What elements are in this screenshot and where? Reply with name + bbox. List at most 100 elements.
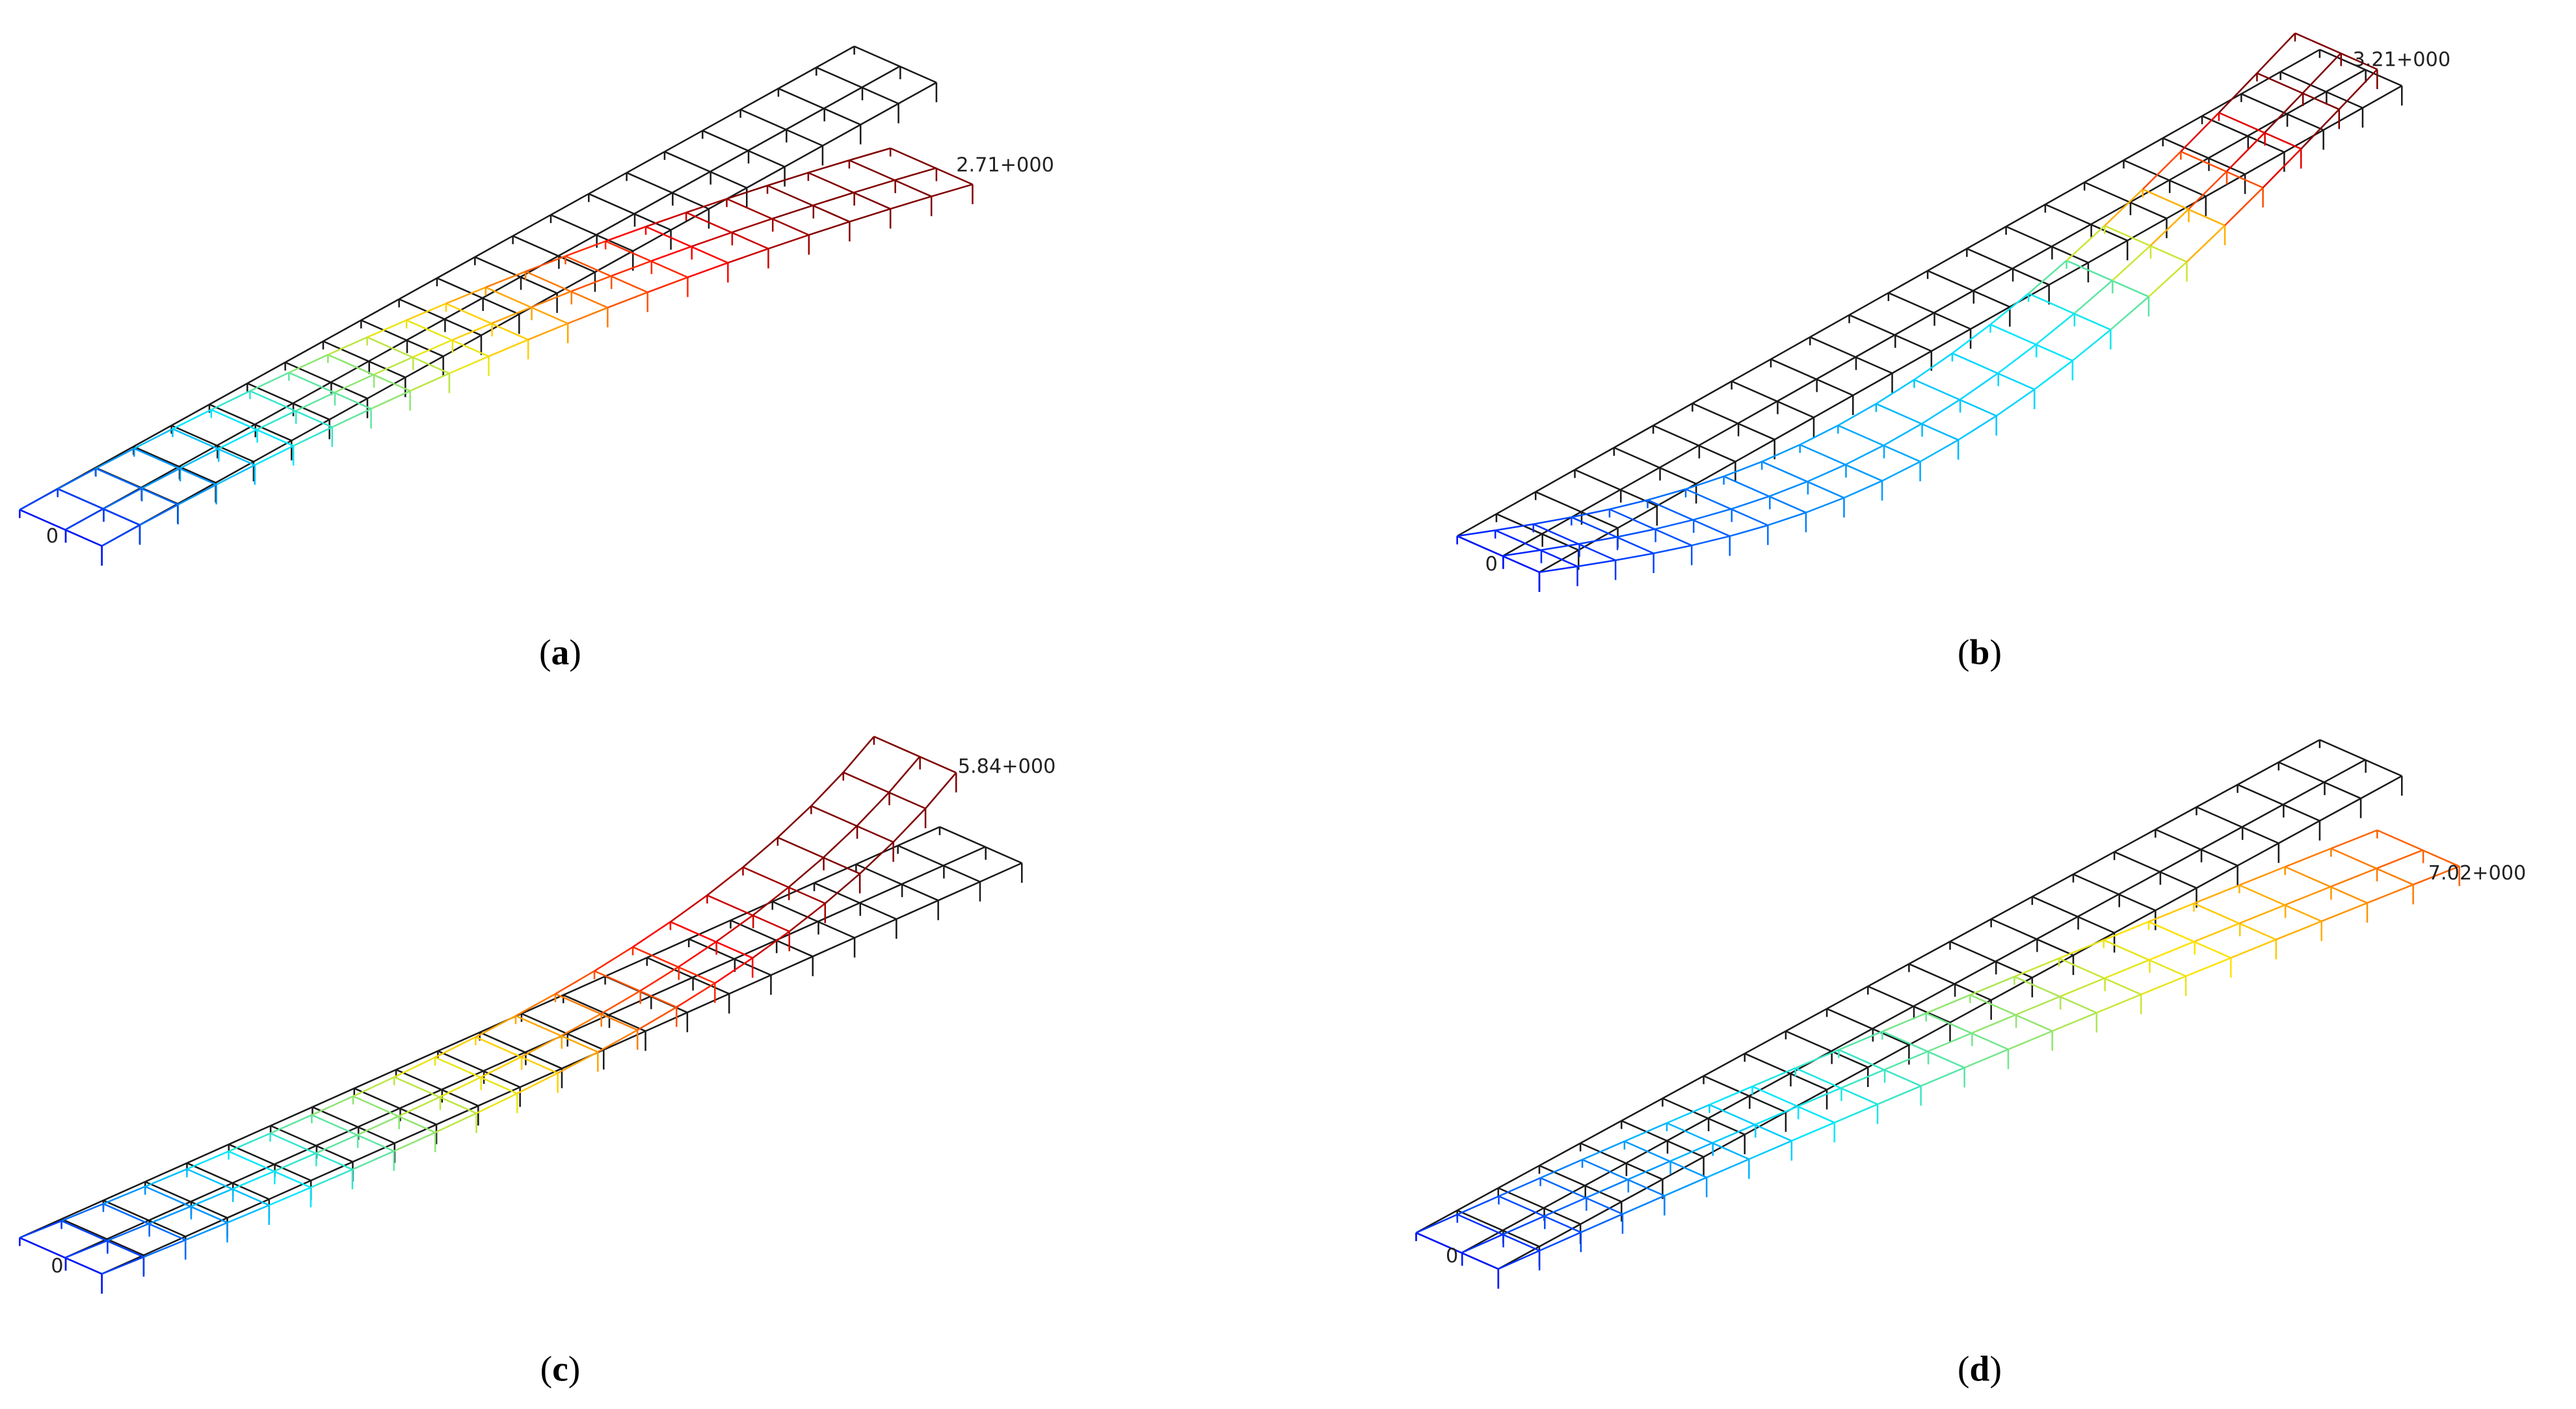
mesh-line bbox=[1837, 424, 1921, 463]
mesh-line bbox=[1952, 352, 2035, 390]
mesh-line bbox=[436, 1105, 479, 1125]
mesh-line bbox=[1457, 529, 1496, 537]
mesh-line bbox=[2114, 828, 2156, 853]
mesh-line bbox=[1813, 394, 1853, 418]
mesh-line bbox=[367, 319, 407, 338]
mesh-line bbox=[394, 1123, 437, 1144]
max-label: 5.84+000 bbox=[958, 755, 1056, 778]
mesh-line bbox=[1959, 372, 1999, 401]
mesh-line bbox=[603, 1030, 646, 1051]
mesh-line bbox=[2319, 49, 2402, 87]
mesh-line bbox=[1751, 1085, 1835, 1123]
mesh-line bbox=[445, 302, 529, 341]
mesh-line bbox=[399, 1095, 441, 1117]
mesh-line bbox=[1838, 1049, 1922, 1087]
mesh-line bbox=[854, 46, 937, 84]
mesh-line bbox=[2319, 739, 2402, 777]
mesh-line bbox=[1695, 461, 1736, 485]
mesh-line bbox=[664, 129, 703, 153]
mesh-line bbox=[393, 1076, 477, 1114]
mesh-line bbox=[187, 1144, 230, 1164]
mesh-line bbox=[859, 841, 894, 874]
mesh-line bbox=[19, 488, 59, 511]
mesh-line bbox=[1969, 976, 2015, 996]
mesh-line bbox=[2323, 107, 2363, 131]
mesh-line bbox=[1494, 530, 1578, 567]
mesh-line bbox=[2148, 920, 2231, 959]
mesh-line bbox=[1881, 1012, 1927, 1032]
mesh-line bbox=[1834, 1103, 1878, 1123]
mesh-line bbox=[748, 128, 787, 152]
mesh-line bbox=[810, 772, 844, 807]
mesh-line bbox=[1580, 1213, 1623, 1233]
mesh-line bbox=[249, 390, 333, 428]
mesh-line bbox=[141, 465, 180, 489]
mesh-line bbox=[440, 1076, 482, 1098]
mesh-line bbox=[525, 255, 566, 273]
mesh-line bbox=[399, 1088, 443, 1109]
mesh-line bbox=[2032, 954, 2074, 979]
mesh-line bbox=[626, 172, 710, 210]
mesh-line bbox=[1533, 523, 1616, 561]
mesh-line bbox=[925, 772, 957, 809]
mesh-line bbox=[186, 1150, 230, 1170]
mesh-line bbox=[474, 235, 514, 258]
mesh-line bbox=[1498, 1195, 1582, 1233]
mesh-line bbox=[1574, 447, 1615, 471]
mesh-line bbox=[1876, 379, 1915, 405]
mesh-line bbox=[645, 1012, 688, 1032]
mesh-line bbox=[650, 976, 694, 997]
mesh-line bbox=[2338, 68, 2378, 110]
mesh-line bbox=[254, 445, 294, 466]
meshes bbox=[19, 32, 2460, 1294]
mesh-line bbox=[293, 426, 333, 447]
mesh-line bbox=[1496, 490, 1536, 515]
mesh-line bbox=[227, 1204, 270, 1224]
mesh-line bbox=[1990, 323, 2073, 362]
mesh-line bbox=[772, 204, 814, 220]
mesh-line bbox=[334, 373, 375, 394]
paren: ( bbox=[1958, 632, 1970, 673]
mesh-line bbox=[2256, 33, 2296, 74]
mesh-line bbox=[607, 291, 648, 309]
mesh-line bbox=[525, 271, 608, 309]
mesh-line bbox=[406, 302, 447, 321]
mesh-line bbox=[2201, 93, 2242, 117]
mesh-line bbox=[1685, 476, 1725, 490]
mesh-line bbox=[1872, 1005, 1915, 1030]
mesh-line bbox=[228, 1133, 271, 1153]
mesh-line bbox=[228, 1125, 271, 1146]
mesh-line bbox=[1876, 403, 1959, 441]
mesh-line bbox=[1840, 1068, 1885, 1089]
mesh-line bbox=[563, 994, 646, 1032]
mesh-line bbox=[2073, 851, 2115, 876]
mesh-line bbox=[550, 193, 589, 216]
mesh-line bbox=[685, 211, 769, 250]
mesh-line bbox=[2162, 137, 2246, 176]
mesh-line bbox=[2285, 866, 2368, 904]
mesh-line bbox=[178, 483, 217, 505]
mesh-line bbox=[406, 319, 489, 357]
mesh-line bbox=[855, 844, 899, 865]
mesh-line bbox=[1653, 544, 1692, 554]
mesh-line bbox=[481, 1056, 522, 1078]
mesh-line bbox=[2201, 825, 2243, 850]
mesh-line bbox=[310, 1161, 353, 1181]
mesh-line bbox=[477, 1086, 521, 1107]
mesh-line bbox=[2049, 262, 2089, 286]
mesh-line bbox=[1744, 1111, 1786, 1136]
mesh-line bbox=[685, 198, 727, 213]
mesh-line bbox=[2218, 112, 2302, 150]
mesh-line bbox=[772, 900, 855, 939]
mesh-line bbox=[257, 410, 297, 431]
mesh-line bbox=[1838, 1030, 1883, 1051]
mesh-line bbox=[670, 208, 710, 231]
mesh-line bbox=[888, 755, 921, 793]
mesh-line bbox=[1662, 1075, 1705, 1099]
mesh-line bbox=[2205, 173, 2246, 197]
mesh-line bbox=[2201, 115, 2285, 154]
mesh-line bbox=[2006, 204, 2046, 228]
caption-letter: d bbox=[1970, 1349, 1990, 1389]
mesh-line bbox=[521, 1013, 604, 1051]
mesh-line bbox=[2006, 226, 2089, 263]
